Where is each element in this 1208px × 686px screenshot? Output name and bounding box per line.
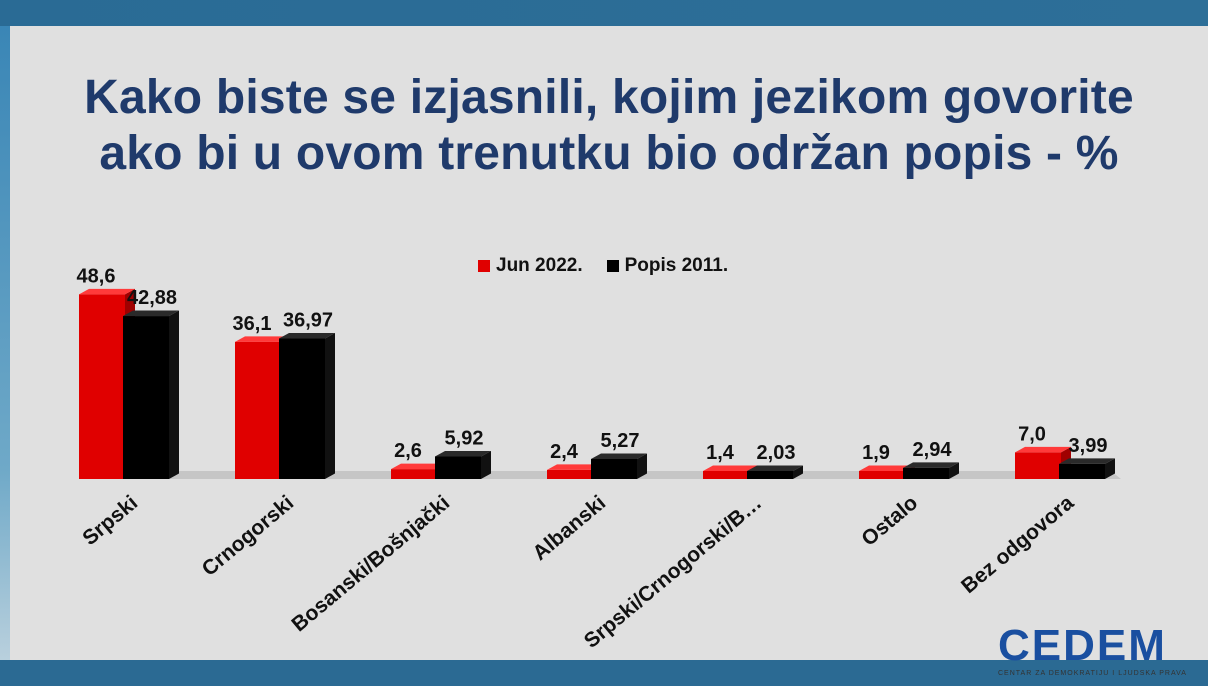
category-label-2: Bosanski/Bošnjački — [287, 491, 454, 636]
title-line-1: Kako biste se izjasnili, kojim jezikom g… — [84, 71, 1134, 124]
bar-jun-2022-5 — [859, 471, 905, 479]
data-label-popis-2011-1: 36,97 — [283, 310, 333, 332]
bar-side-1-1 — [325, 333, 335, 479]
bar-jun-2022-6 — [1015, 452, 1061, 479]
bar-jun-2022-2 — [391, 469, 437, 479]
bar-side-3-1 — [637, 453, 647, 479]
category-label-4: Srpski/Crnogorski/B… — [580, 491, 766, 653]
data-label-popis-2011-2: 5,92 — [445, 428, 484, 450]
data-label-jun-2022-2: 2,6 — [394, 440, 422, 462]
bar-top-3-1 — [591, 453, 647, 459]
bar-top-0-1 — [123, 310, 179, 317]
data-label-popis-2011-5: 2,94 — [913, 439, 953, 461]
bar-popis-2011-4 — [747, 471, 793, 479]
bar-top-3-0 — [547, 464, 603, 470]
bar-top-1-1 — [279, 333, 335, 339]
legend-item-jun-2022: Jun 2022. — [478, 255, 583, 277]
category-label-0: Srpski — [78, 491, 142, 550]
bar-popis-2011-6 — [1059, 463, 1105, 479]
bar-side-5-1 — [949, 462, 959, 479]
category-label-5: Ostalo — [857, 491, 922, 551]
bar-top-6-0 — [1015, 446, 1071, 453]
logo-subtitle: CENTAR ZA DEMOKRATIJU I LJUDSKA PRAVA — [998, 670, 1187, 677]
bar-jun-2022-3 — [547, 469, 593, 479]
legend-label-popis-2011: Popis 2011. — [624, 255, 729, 276]
legend: Jun 2022. Popis 2011. — [478, 254, 728, 278]
bar-popis-2011-3 — [591, 458, 637, 479]
bar-chart: 48,6 42,88 Srpski 36,1 36,97 Crnogorski 2,6 5,9… — [77, 265, 1121, 653]
data-label-jun-2022-0: 48,6 — [77, 265, 116, 287]
data-label-popis-2011-4: 2,03 — [757, 442, 796, 464]
bar-top-5-0 — [859, 465, 915, 471]
bar-top-6-1 — [1059, 458, 1115, 464]
data-label-jun-2022-3: 2,4 — [550, 441, 579, 463]
slide: Kako biste se izjasnili, kojim jezikom g… — [10, 26, 1208, 677]
legend-item-popis-2011: Popis 2011. — [606, 255, 729, 277]
bar-jun-2022-4 — [703, 471, 749, 479]
chart-title: Kako biste se izjasnili, kojim jezikom g… — [10, 70, 1208, 182]
category-label-3: Albanski — [528, 491, 610, 565]
bar-top-4-1 — [747, 465, 803, 471]
top-band — [0, 0, 1208, 26]
category-label-6: Bez odgovora — [957, 491, 1078, 598]
bar-top-1-0 — [235, 336, 291, 342]
data-label-jun-2022-4: 1,4 — [706, 442, 735, 464]
category-label-1: Crnogorski — [198, 491, 299, 581]
bar-popis-2011-1 — [279, 338, 325, 479]
bar-top-4-0 — [703, 465, 759, 471]
bar-popis-2011-5 — [903, 467, 949, 479]
bar-popis-2011-0 — [123, 316, 169, 479]
bar-top-2-0 — [391, 463, 447, 470]
legend-swatch-popis-2011 — [606, 260, 619, 272]
left-band — [0, 26, 10, 660]
bar-side-2-1 — [481, 451, 491, 479]
bar-side-6-1 — [1105, 458, 1115, 479]
bar-top-0-0 — [79, 288, 135, 295]
bar-jun-2022-1 — [235, 341, 281, 479]
data-label-jun-2022-1: 36,1 — [233, 313, 272, 335]
bar-jun-2022-0 — [79, 294, 125, 479]
bar-top-2-1 — [435, 451, 491, 457]
data-label-popis-2011-0: 42,88 — [127, 287, 177, 309]
data-label-jun-2022-6: 7,0 — [1018, 423, 1046, 445]
legend-label-jun-2022: Jun 2022. — [496, 255, 583, 276]
bar-top-5-1 — [903, 462, 959, 468]
legend-swatch-jun-2022 — [478, 260, 490, 272]
bar-side-4-1 — [793, 465, 803, 479]
data-label-jun-2022-5: 1,9 — [862, 442, 890, 464]
bar-side-0-1 — [169, 310, 179, 479]
title-line-2: ako bi u ovom trenutku bio održan popis … — [99, 127, 1119, 180]
bar-popis-2011-2 — [435, 456, 481, 479]
data-label-popis-2011-3: 5,27 — [601, 430, 640, 452]
data-label-popis-2011-6: 3,99 — [1069, 435, 1108, 457]
